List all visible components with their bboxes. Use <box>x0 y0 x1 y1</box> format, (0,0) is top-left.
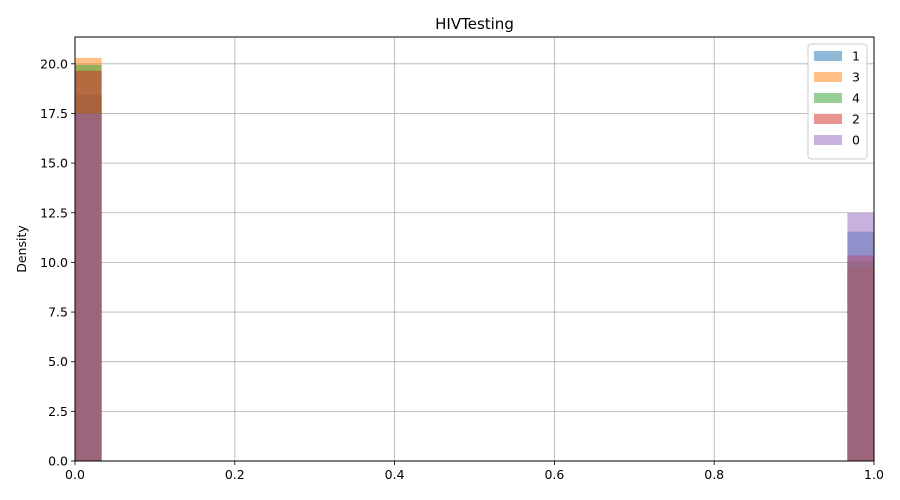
legend-label: 4 <box>852 91 860 106</box>
legend-swatch <box>814 114 842 124</box>
histogram-bar-series-0 <box>75 113 102 461</box>
x-tick-label: 0.6 <box>544 467 564 482</box>
axis-ticks: 0.0 0.2 0.4 0.6 0.8 1.0 0.0 2.5 5.0 7.5 10.0 12.5 15… <box>40 56 884 482</box>
plot-frame <box>74 36 875 462</box>
x-tick-label: 1.0 <box>864 467 884 482</box>
y-axis-label: Density <box>14 225 29 273</box>
y-tick-label: 7.5 <box>48 305 68 320</box>
histogram-bars <box>75 57 874 462</box>
legend-swatch <box>814 51 842 61</box>
legend-swatch <box>814 135 842 145</box>
histogram-bar-series-0 <box>847 212 874 461</box>
y-tick-label: 2.5 <box>48 404 68 419</box>
grid-lines <box>74 37 875 462</box>
y-tick-label: 10.0 <box>40 255 68 270</box>
y-tick-label: 20.0 <box>40 56 68 71</box>
y-tick-label: 12.5 <box>40 205 68 220</box>
legend-swatch <box>814 72 842 82</box>
x-tick-label: 0.4 <box>385 467 405 482</box>
legend-swatch <box>814 93 842 103</box>
y-tick-label: 17.5 <box>40 106 68 121</box>
x-tick-label: 0.8 <box>704 467 724 482</box>
legend: 1 3 4 2 0 <box>807 43 868 160</box>
chart-title: HIVTesting <box>435 15 514 33</box>
y-tick-label: 0.0 <box>48 454 68 469</box>
y-tick-label: 5.0 <box>48 354 68 369</box>
legend-label: 0 <box>852 133 860 148</box>
legend-label: 2 <box>852 112 860 127</box>
y-tick-label: 15.0 <box>40 156 68 171</box>
legend-label: 1 <box>852 49 860 64</box>
legend-label: 3 <box>852 70 860 85</box>
x-tick-label: 0.0 <box>65 467 85 482</box>
x-tick-label: 0.2 <box>225 467 245 482</box>
